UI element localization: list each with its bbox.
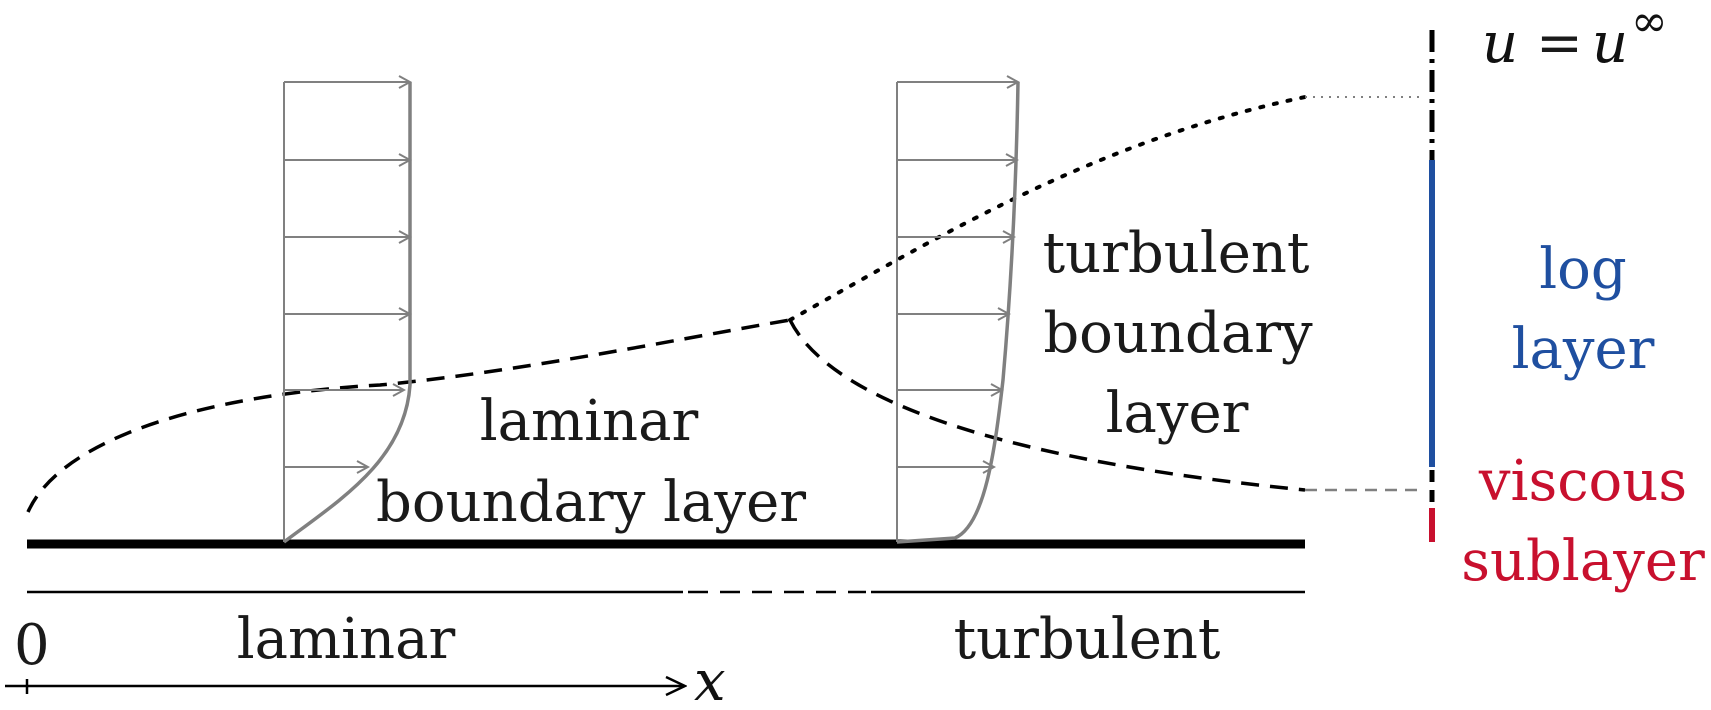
laminar-bl-edge — [26, 318, 791, 513]
freestream-u: u — [1482, 11, 1518, 76]
log-layer-label-line2: layer — [1512, 317, 1655, 382]
freestream-uinf: u — [1592, 11, 1628, 76]
turbulent-velocity-profile — [896, 82, 1018, 544]
turbulent-region-label: turbulent — [954, 607, 1221, 672]
viscous-sublayer-label-line1: viscous — [1478, 449, 1687, 514]
laminar-bl-label-line2: boundary layer — [376, 470, 806, 535]
freestream-eq: = — [1536, 11, 1583, 76]
turbulent-inner-edge — [788, 319, 1306, 492]
laminar-region-label: laminar — [237, 607, 456, 672]
turbulent-bl-label-line3: layer — [1106, 381, 1249, 446]
origin-label: 0 — [14, 613, 50, 678]
turbulent-bl-label-line2: boundary — [1043, 301, 1313, 366]
turbulent-outer-edge — [788, 95, 1307, 322]
freestream-inf-symbol: ∞ — [1631, 0, 1668, 47]
laminar-velocity-profile — [282, 82, 410, 544]
log-layer-label-line1: log — [1539, 237, 1626, 302]
x-axis-label: x — [694, 649, 726, 710]
turbulent-bl-label-line1: turbulent — [1043, 221, 1310, 286]
laminar-bl-label-line1: laminar — [480, 389, 699, 454]
viscous-sublayer-label-line2: sublayer — [1461, 529, 1705, 594]
freestream-equation: u = u ∞ — [1482, 0, 1668, 76]
